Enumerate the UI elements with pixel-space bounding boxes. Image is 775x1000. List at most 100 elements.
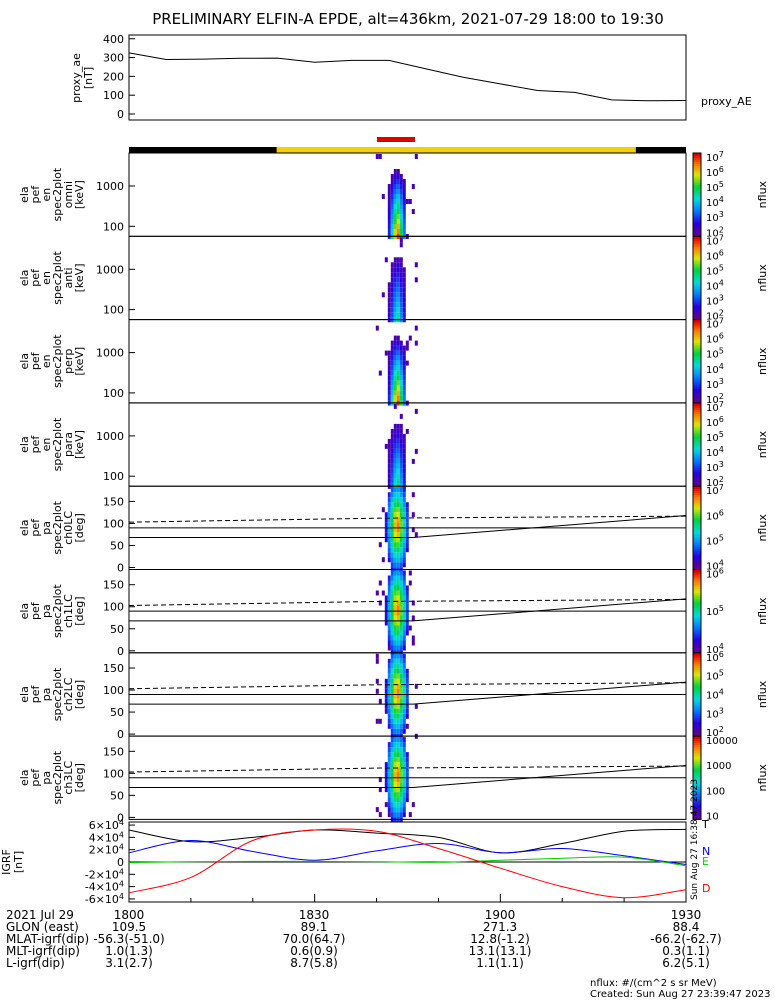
spectrogram-cell — [399, 635, 403, 641]
spectrogram-cell — [399, 787, 403, 793]
colorbar-segment — [693, 529, 701, 533]
colorbar-tick-label: 104 — [706, 195, 724, 209]
footer-units: nflux: #/(cm^2 s sr MeV) — [590, 978, 717, 989]
spectrogram-cell — [387, 802, 391, 808]
colorbar-segment — [693, 282, 701, 285]
spectrogram-cell — [402, 292, 406, 298]
spectrogram-cell — [384, 537, 388, 543]
spectrogram-cell — [396, 350, 400, 356]
colorbar-segment — [693, 594, 701, 598]
spectrogram-cell — [405, 345, 409, 351]
spectrogram-cell — [411, 640, 415, 646]
spectrogram-cell — [393, 169, 397, 174]
spectrogram-cell — [390, 194, 394, 199]
spectrogram-cell — [402, 184, 406, 189]
colorbar-segment — [693, 729, 701, 733]
spectrogram-cell — [390, 365, 394, 371]
spectrogram-cell — [387, 370, 391, 376]
spectrogram-cell — [396, 297, 400, 303]
spectrogram-cell — [375, 678, 379, 684]
spectrogram-cell — [390, 693, 394, 699]
spectrogram-cell — [411, 184, 415, 189]
spectrogram-cell — [390, 658, 394, 664]
colorbar-segment — [693, 330, 701, 333]
spectrogram-cell — [393, 590, 397, 596]
spectrogram-cell — [390, 492, 394, 498]
colorbar-segment — [693, 244, 701, 248]
spectrogram-cell — [399, 428, 403, 434]
spectrogram-cell — [390, 678, 394, 684]
colorbar-segment — [693, 375, 701, 379]
spectrogram-ylabel-line: spec2plot — [51, 250, 64, 304]
colorbar-segment — [693, 632, 701, 635]
xaxis-row-value: 3.1(2.7) — [105, 956, 153, 970]
colorbar-segment — [693, 600, 701, 604]
spectrogram-cell — [393, 184, 397, 189]
spectrogram-cell — [399, 792, 403, 798]
spectrogram-cell — [396, 777, 400, 783]
spectrogram-cell — [396, 767, 400, 773]
colorbar-segment — [693, 613, 701, 616]
spectrogram-cell — [396, 742, 400, 748]
spectrogram-ylabel-line: ch2LC — [62, 677, 75, 711]
spectrogram-cell — [396, 473, 400, 479]
colorbar-segment — [693, 642, 701, 646]
colorbar-tick-label: 105 — [706, 347, 724, 361]
spectrogram-cell — [387, 542, 391, 548]
spectrogram-cell — [399, 742, 403, 748]
spectrogram-cell — [402, 802, 406, 808]
spectrogram-cell — [402, 345, 406, 351]
spectrogram-cell — [405, 595, 409, 601]
colorbar-label: nflux — [756, 180, 769, 208]
spectrogram-cell — [387, 458, 391, 464]
colorbar-segment — [693, 617, 701, 621]
colorbar-tick-label: 1000 — [706, 761, 731, 772]
colorbar-segment — [693, 469, 701, 473]
colorbar-segment — [693, 317, 701, 321]
spectrogram-cell — [408, 580, 412, 586]
spectrogram-cell — [390, 433, 394, 439]
spectrogram-cell — [405, 537, 409, 543]
spectrogram-cell — [402, 605, 406, 611]
spectrogram-cell — [393, 302, 397, 308]
spectrogram-cell — [402, 728, 406, 734]
colorbar-segment — [693, 756, 701, 760]
spectrogram-cell — [402, 557, 406, 563]
igrf-series-T — [128, 828, 687, 854]
spectrogram-cell — [399, 595, 403, 601]
spectrogram-cell — [402, 390, 406, 396]
colorbar-segment — [693, 644, 701, 648]
spectrogram-cell — [396, 772, 400, 778]
spectrogram-cell — [399, 605, 403, 611]
colorbar-segment — [693, 178, 701, 181]
colorbar-segment — [693, 657, 701, 660]
spectrogram-cell — [387, 693, 391, 699]
spectrogram-cell — [384, 517, 388, 523]
spectrogram-cell — [396, 590, 400, 596]
colorbar-segment — [693, 640, 701, 643]
loss-cone-line — [129, 764, 687, 788]
colorbar-segment — [693, 444, 701, 448]
colorbar-segment — [693, 788, 701, 791]
spectrogram-cell — [387, 507, 391, 513]
spectrogram-cell — [390, 468, 394, 474]
spectrogram-cell — [396, 277, 400, 283]
spectrogram-cell — [387, 390, 391, 396]
spectrogram-cell — [393, 448, 397, 454]
colorbar-segment — [693, 473, 701, 477]
spectrogram-cell — [390, 683, 394, 689]
spectrogram-cell — [399, 630, 403, 636]
spectrogram-cell — [396, 428, 400, 434]
spectrogram-cell — [387, 658, 391, 664]
pa-ytick-label: 100 — [103, 684, 124, 697]
spectrogram-cell — [393, 350, 397, 356]
spectrogram-cell — [396, 570, 400, 576]
spectrogram-cell — [396, 708, 400, 714]
spectrogram-cell — [405, 615, 409, 621]
spectrogram-cell — [399, 693, 403, 699]
spectrogram-cell — [402, 782, 406, 788]
colorbar-segment — [693, 240, 701, 244]
colorbar-label-text: nflux — [756, 264, 769, 292]
colorbar-segment — [693, 621, 701, 625]
spectrogram-cell — [405, 777, 409, 783]
